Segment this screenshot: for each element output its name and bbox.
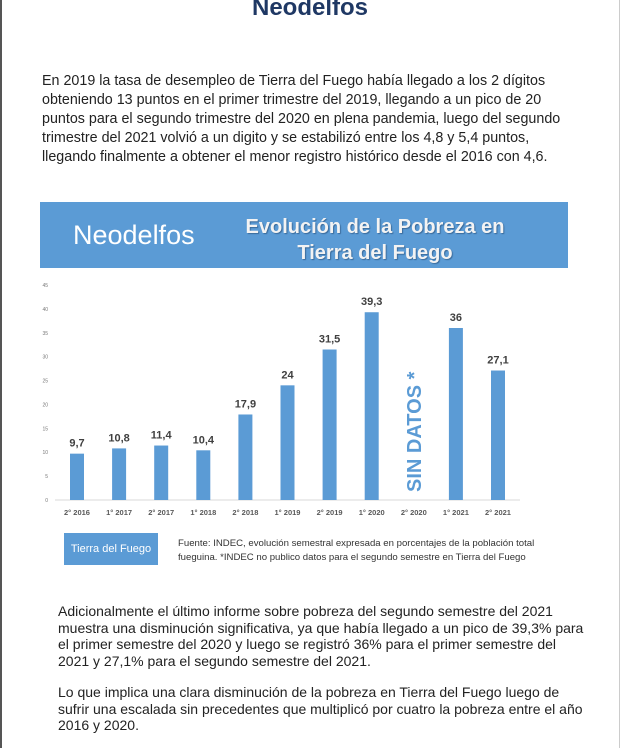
chart-source: Fuente: INDEC, evolución semestral expre… (178, 538, 535, 563)
x-tick-label: 2° 2018 (232, 508, 258, 517)
bar (70, 453, 84, 500)
x-tick-label: 2° 2019 (317, 508, 343, 517)
bar-chart: 0 5 10 15 20 25 30 35 40 45 2° 2016 9,7 1° 2017 10,8 2… (42, 283, 520, 517)
page-title: Neodelfos (251, 0, 368, 21)
x-tick-label: 1° 2019 (275, 508, 301, 517)
y-tick-label: 40 (42, 307, 48, 313)
x-tick-label: 2° 2021 (485, 508, 511, 517)
data-label: 31,5 (319, 334, 340, 346)
y-tick-label: 5 (45, 474, 48, 480)
data-label: 9,7 (69, 438, 84, 450)
y-tick-label: 45 (42, 283, 48, 289)
data-label: 10,4 (193, 434, 215, 446)
bar (364, 312, 379, 500)
x-tick-label: 1° 2018 (190, 508, 216, 517)
paragraph-conclusion: Lo que implica una clara disminución de … (58, 684, 583, 733)
legend-tierra-del-fuego: Tierra del Fuego (64, 533, 158, 565)
bar (238, 414, 253, 500)
y-tick-label: 30 (42, 355, 48, 361)
y-tick-label: 25 (42, 379, 48, 385)
data-label: 36 (450, 312, 462, 324)
data-label: 39,3 (361, 296, 382, 308)
data-label: 10,8 (108, 432, 129, 444)
y-tick-label: 35 (42, 331, 48, 337)
bar (448, 328, 463, 500)
x-tick-label: 1° 2017 (106, 508, 132, 517)
x-tick-label: 1° 2021 (443, 508, 469, 517)
bar (154, 445, 169, 500)
x-tick-label: 2° 2020 (401, 508, 427, 517)
bar (196, 450, 211, 500)
paragraph-poverty: Adicionalmente el último informe sobre p… (58, 603, 584, 669)
chart-brand: Neodelfos (73, 220, 195, 250)
missing-data-label: SIN DATOS * (404, 371, 426, 492)
page-border-left (0, 0, 2, 748)
chart-banner: Neodelfos Evolución de la Pobreza en Tie… (40, 202, 568, 268)
chart-title: Evolución de la Pobreza en Tierra del Fu… (245, 216, 505, 264)
x-tick-label: 1° 2020 (359, 508, 385, 517)
x-tick-label: 2° 2016 (64, 508, 90, 517)
paragraph-unemployment: En 2019 la tasa de desempleo de Tierra d… (42, 73, 561, 165)
data-label: 27,1 (487, 355, 508, 367)
y-tick-label: 0 (45, 498, 48, 504)
bar (112, 448, 127, 500)
y-tick-label: 10 (42, 450, 48, 456)
data-label: 11,4 (151, 430, 173, 442)
y-tick-label: 20 (42, 402, 48, 408)
x-tick-label: 2° 2017 (148, 508, 174, 517)
data-label: 24 (281, 369, 294, 381)
bar (280, 385, 295, 500)
bar (322, 349, 337, 500)
y-tick-label: 15 (42, 426, 48, 432)
data-label: 17,9 (235, 398, 256, 410)
bar (491, 370, 505, 500)
